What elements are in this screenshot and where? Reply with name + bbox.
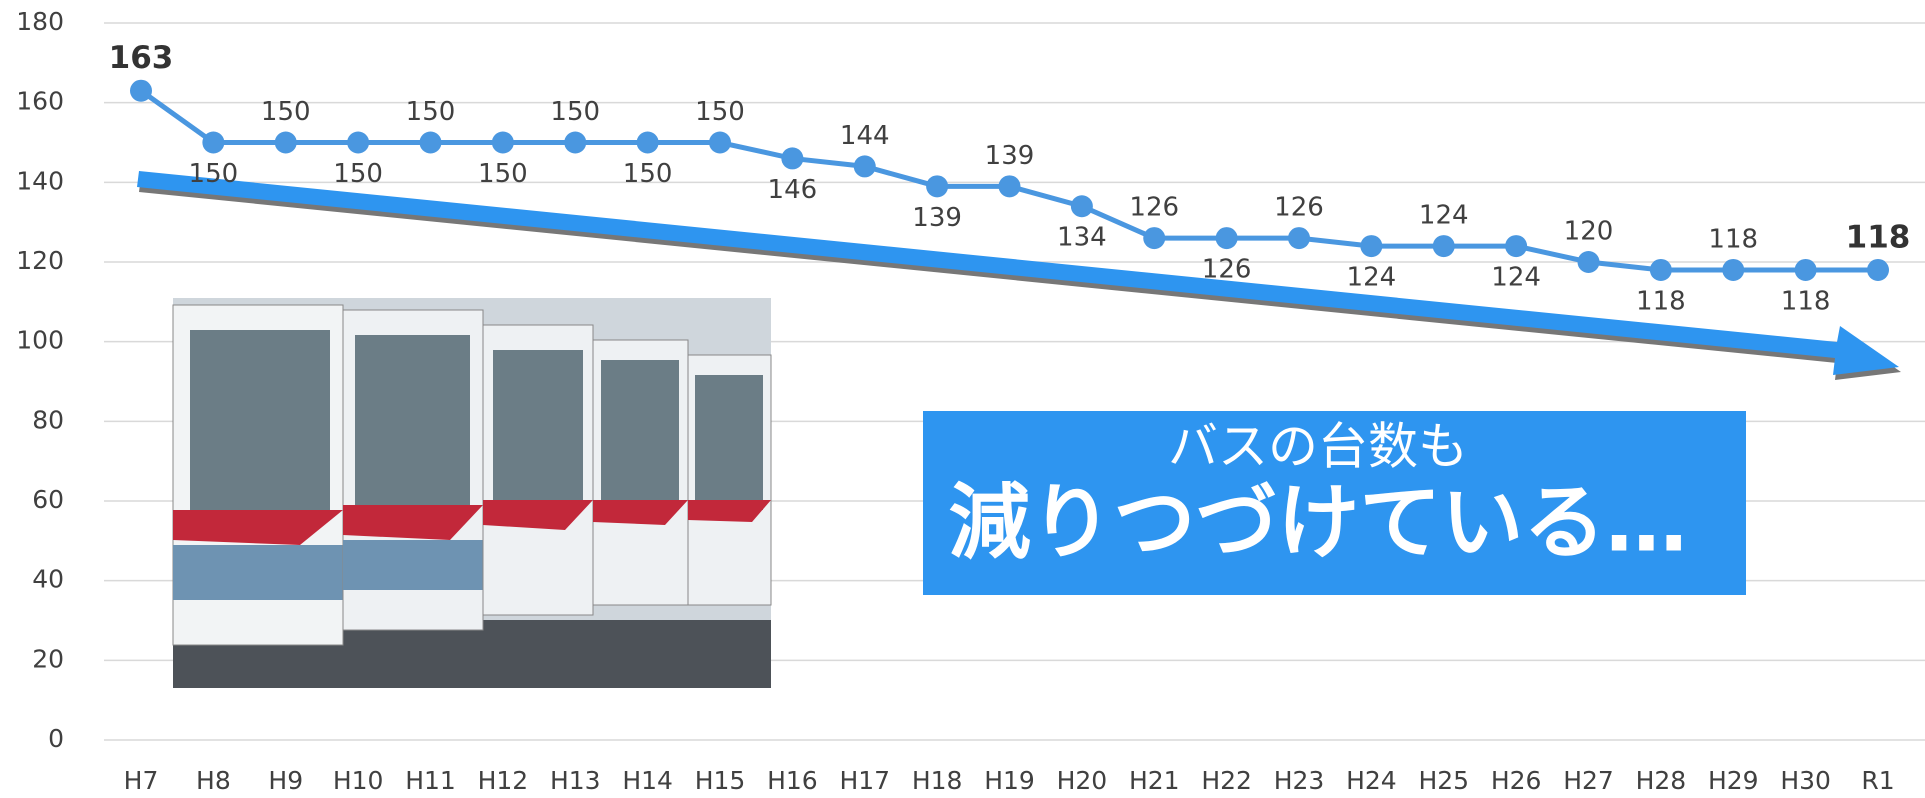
x-tick-label: H15 xyxy=(695,766,746,795)
message-box: バスの台数も 減りつづけている… xyxy=(923,411,1746,595)
buses xyxy=(173,305,771,645)
x-tick-label: H13 xyxy=(550,766,601,795)
x-tick-label: H11 xyxy=(405,766,456,795)
x-tick-label: H18 xyxy=(912,766,963,795)
point xyxy=(492,132,514,154)
data-label: 150 xyxy=(406,97,456,127)
data-label: 150 xyxy=(333,159,383,189)
y-tick-label: 140 xyxy=(16,166,64,195)
page: 0 20 40 60 80 100 120 140 160 180 H7 H8 H9 H10 H11 H12 H… xyxy=(0,0,1925,798)
x-tick-label: H12 xyxy=(478,766,529,795)
data-label: 150 xyxy=(550,97,600,127)
data-label: 144 xyxy=(840,121,890,151)
point xyxy=(1578,251,1600,273)
point xyxy=(420,132,442,154)
data-label: 118 xyxy=(1636,286,1686,316)
y-tick-label: 100 xyxy=(16,326,64,355)
x-tick-label: H10 xyxy=(333,766,384,795)
data-label: 120 xyxy=(1564,217,1614,247)
y-tick-label: 0 xyxy=(48,724,64,753)
data-label: 150 xyxy=(189,159,239,189)
y-tick-label: 180 xyxy=(16,7,64,36)
data-label: 134 xyxy=(1057,223,1107,253)
x-tick-label: H8 xyxy=(196,766,231,795)
data-label: 124 xyxy=(1419,201,1469,231)
x-tick-label: H22 xyxy=(1201,766,1252,795)
point xyxy=(275,132,297,154)
point xyxy=(347,132,369,154)
data-label: 150 xyxy=(623,159,673,189)
data-label: 146 xyxy=(768,175,818,205)
x-tick-label: H21 xyxy=(1129,766,1180,795)
chart: 0 20 40 60 80 100 120 140 160 180 H7 H8 H9 H10 H11 H12 H… xyxy=(0,0,1925,798)
y-tick-label: 160 xyxy=(16,87,64,116)
data-label: 118 xyxy=(1781,286,1831,316)
bus-photo xyxy=(173,298,771,688)
x-tick-label: H17 xyxy=(839,766,890,795)
point xyxy=(1505,235,1527,257)
data-label: 124 xyxy=(1347,263,1397,293)
y-tick-label: 40 xyxy=(32,565,64,594)
data-label: 126 xyxy=(1129,193,1179,223)
x-tick-label: R1 xyxy=(1861,766,1894,795)
message-sub: バスの台数も xyxy=(1168,418,1468,476)
x-tick-label: H14 xyxy=(622,766,673,795)
x-tick-label: H7 xyxy=(124,766,159,795)
data-label: 139 xyxy=(985,141,1035,171)
point xyxy=(564,132,586,154)
x-tick-label: H16 xyxy=(767,766,818,795)
y-tick-label: 120 xyxy=(16,246,64,275)
point xyxy=(1360,235,1382,257)
y-tick-label: 20 xyxy=(32,644,64,673)
x-tick-label: H25 xyxy=(1418,766,1469,795)
y-tick-label: 60 xyxy=(32,485,64,514)
data-label: 124 xyxy=(1491,263,1541,293)
point xyxy=(1143,227,1165,249)
point xyxy=(709,132,731,154)
data-label: 150 xyxy=(478,159,528,189)
data-label: 150 xyxy=(261,97,311,127)
x-tick-label: H24 xyxy=(1346,766,1397,795)
point xyxy=(999,175,1021,197)
point xyxy=(781,147,803,169)
x-tick-label: H23 xyxy=(1274,766,1325,795)
x-tick-label: H30 xyxy=(1780,766,1831,795)
y-tick-label: 80 xyxy=(32,405,64,434)
x-tick-label: H19 xyxy=(984,766,1035,795)
x-tick-label: H20 xyxy=(1057,766,1108,795)
point xyxy=(1433,235,1455,257)
point xyxy=(1795,259,1817,281)
data-label: 150 xyxy=(695,97,745,127)
point xyxy=(1071,195,1093,217)
x-tick-label: H9 xyxy=(268,766,303,795)
point xyxy=(1722,259,1744,281)
x-tick-label: H27 xyxy=(1563,766,1614,795)
point xyxy=(1650,259,1672,281)
data-label: 139 xyxy=(912,203,962,233)
x-tick-label: H28 xyxy=(1636,766,1687,795)
message-main: 減りつづけている… xyxy=(949,475,1688,570)
x-tick-label: H29 xyxy=(1708,766,1759,795)
point xyxy=(130,80,152,102)
point xyxy=(1867,259,1889,281)
point xyxy=(854,155,876,177)
data-label: 126 xyxy=(1274,193,1324,223)
point xyxy=(637,132,659,154)
data-label: 118 xyxy=(1846,219,1911,255)
data-label: 118 xyxy=(1708,224,1758,254)
point xyxy=(202,132,224,154)
data-label: 163 xyxy=(109,40,174,76)
point xyxy=(926,175,948,197)
x-tick-label: H26 xyxy=(1491,766,1542,795)
point xyxy=(1288,227,1310,249)
point xyxy=(1216,227,1238,249)
data-label: 126 xyxy=(1202,255,1252,285)
